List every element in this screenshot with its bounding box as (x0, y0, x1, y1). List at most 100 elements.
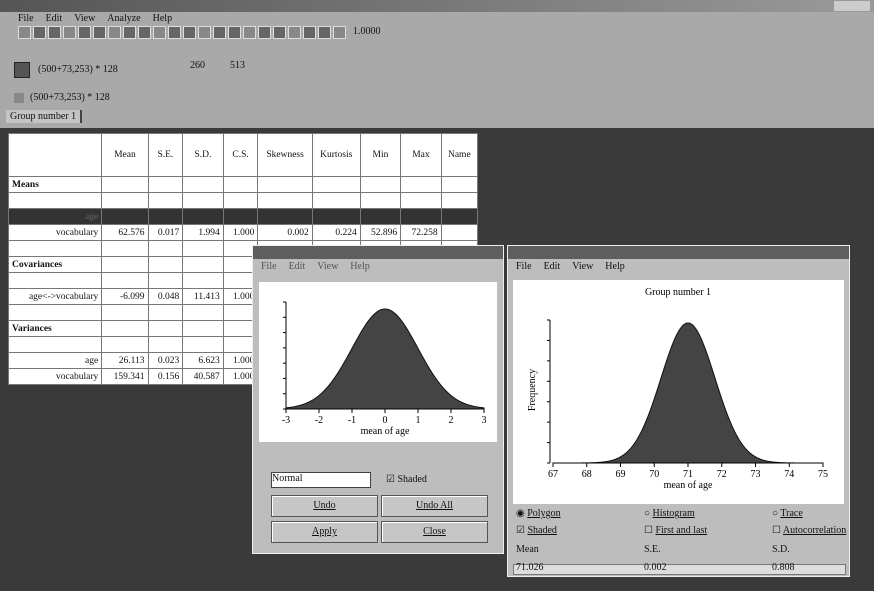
x-tick-label: -3 (282, 415, 290, 426)
tool-icon[interactable] (108, 26, 121, 39)
option[interactable]: ☐ Autocorrelation (772, 525, 846, 536)
tool-icon[interactable] (168, 26, 181, 39)
x-tick-label: 71 (683, 469, 693, 480)
window-controls[interactable] (834, 1, 870, 11)
option[interactable]: ○ Trace (772, 508, 803, 519)
cell (148, 193, 183, 209)
cell (258, 193, 312, 209)
column-header: Mean (102, 134, 148, 177)
distribution-dropdown[interactable]: Normal (271, 472, 371, 488)
option[interactable]: ☐ First and last (644, 525, 707, 536)
tool-icon[interactable] (273, 26, 286, 39)
option-label: Shaded (527, 525, 556, 536)
menu-item[interactable]: File (516, 261, 532, 272)
x-tick-label: 73 (751, 469, 761, 480)
button[interactable]: Apply (271, 521, 378, 543)
tool-icon[interactable] (138, 26, 151, 39)
option-label: Polygon (527, 508, 560, 519)
cell (148, 305, 183, 321)
tool-icon[interactable] (48, 26, 61, 39)
tool-icon[interactable] (33, 26, 46, 39)
menu-item[interactable]: Edit (289, 261, 306, 272)
x-tick-label: 0 (383, 415, 388, 426)
tool-icon[interactable] (153, 26, 166, 39)
row-label: vocabulary (9, 369, 102, 385)
tool-icon[interactable] (258, 26, 271, 39)
cell (223, 193, 258, 209)
menu-item[interactable]: Analyze (107, 13, 140, 24)
tool-icon[interactable] (213, 26, 226, 39)
tool-icon[interactable] (183, 26, 196, 39)
shaded-checkbox[interactable]: ☑ Shaded (386, 474, 427, 485)
tool-icon[interactable] (93, 26, 106, 39)
group-tab[interactable]: Group number 1 (6, 110, 82, 123)
menu-item[interactable]: View (317, 261, 338, 272)
menu-item[interactable]: Help (350, 261, 369, 272)
cell (183, 209, 223, 225)
menu-item[interactable]: Help (153, 13, 172, 24)
tool-icon[interactable] (228, 26, 241, 39)
menu-item[interactable]: View (572, 261, 593, 272)
menu-item[interactable]: Edit (544, 261, 561, 272)
x-tick-label: 69 (616, 469, 626, 480)
cell (148, 241, 183, 257)
cell (9, 241, 102, 257)
cell (360, 177, 400, 193)
tool-icon[interactable] (78, 26, 91, 39)
scrollbar[interactable] (513, 564, 846, 575)
tool-icon[interactable] (333, 26, 346, 39)
cell (148, 177, 183, 193)
menu-item[interactable]: Edit (46, 13, 63, 24)
menu-item[interactable]: Help (605, 261, 624, 272)
tool-icon[interactable] (123, 26, 136, 39)
cell (183, 257, 223, 273)
menu-item[interactable]: File (18, 13, 34, 24)
x-tick-label: 75 (818, 469, 828, 480)
button[interactable]: Undo All (381, 495, 488, 517)
cell (102, 257, 148, 273)
option[interactable]: ○ Histogram (644, 508, 695, 519)
cell (183, 193, 223, 209)
option[interactable]: ◉ Polygon (516, 508, 561, 519)
cell (223, 209, 258, 225)
button[interactable]: Close (381, 521, 488, 543)
tool-icon[interactable] (303, 26, 316, 39)
cell (441, 177, 477, 193)
cell: 159.341 (102, 369, 148, 385)
tool-icon[interactable] (198, 26, 211, 39)
cell: 11.413 (183, 289, 223, 305)
tool-icon[interactable] (243, 26, 256, 39)
stop-button[interactable] (14, 62, 30, 78)
x-tick-label: 68 (582, 469, 592, 480)
cell (148, 273, 183, 289)
tool-icon[interactable] (18, 26, 31, 39)
cell (102, 241, 148, 257)
status-position-2: (500+73,253) * 128 (30, 92, 110, 103)
option[interactable]: ☑ Shaded (516, 525, 557, 536)
window-title-bar (508, 246, 849, 259)
menu-item[interactable]: File (261, 261, 277, 272)
column-header: Min (360, 134, 400, 177)
status-y: 513 (230, 60, 245, 71)
row-label: age<->vocabulary (9, 289, 102, 305)
stat-value: 0.002 (644, 562, 667, 573)
density-curve (553, 323, 823, 463)
tool-icon[interactable] (318, 26, 331, 39)
button[interactable]: Undo (271, 495, 378, 517)
column-header: Name (441, 134, 477, 177)
window-title-bar (253, 246, 503, 259)
cell (312, 209, 360, 225)
cell (9, 193, 102, 209)
tool-icon[interactable] (288, 26, 301, 39)
tool-icon[interactable] (63, 26, 76, 39)
x-tick-label: 1 (416, 415, 421, 426)
cell (102, 193, 148, 209)
cell (441, 193, 477, 209)
cell (9, 337, 102, 353)
column-header: C.S. (223, 134, 258, 177)
cell: 0.002 (258, 225, 312, 241)
menu-item[interactable]: View (74, 13, 95, 24)
dropdown-value: Normal (272, 473, 303, 484)
blank-row (9, 193, 478, 209)
